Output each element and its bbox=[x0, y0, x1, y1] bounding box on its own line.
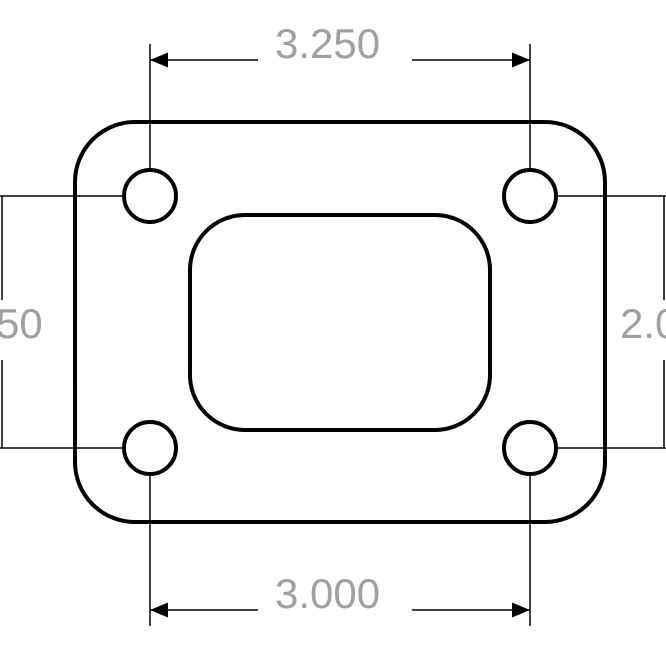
flange-drawing: 3.250 3.000 50 2.0 bbox=[0, 0, 666, 666]
bolt-hole-0 bbox=[124, 170, 176, 222]
bolt-hole-3 bbox=[504, 422, 556, 474]
dim-left-label: 50 bbox=[0, 300, 43, 347]
dim-top-label: 3.250 bbox=[275, 20, 380, 67]
dim-right-label: 2.0 bbox=[620, 300, 666, 347]
bolt-hole-1 bbox=[504, 170, 556, 222]
inner-cutout bbox=[190, 215, 490, 430]
outer-profile bbox=[75, 122, 605, 522]
dim-bottom-label: 3.000 bbox=[275, 570, 380, 617]
bolt-hole-2 bbox=[124, 422, 176, 474]
